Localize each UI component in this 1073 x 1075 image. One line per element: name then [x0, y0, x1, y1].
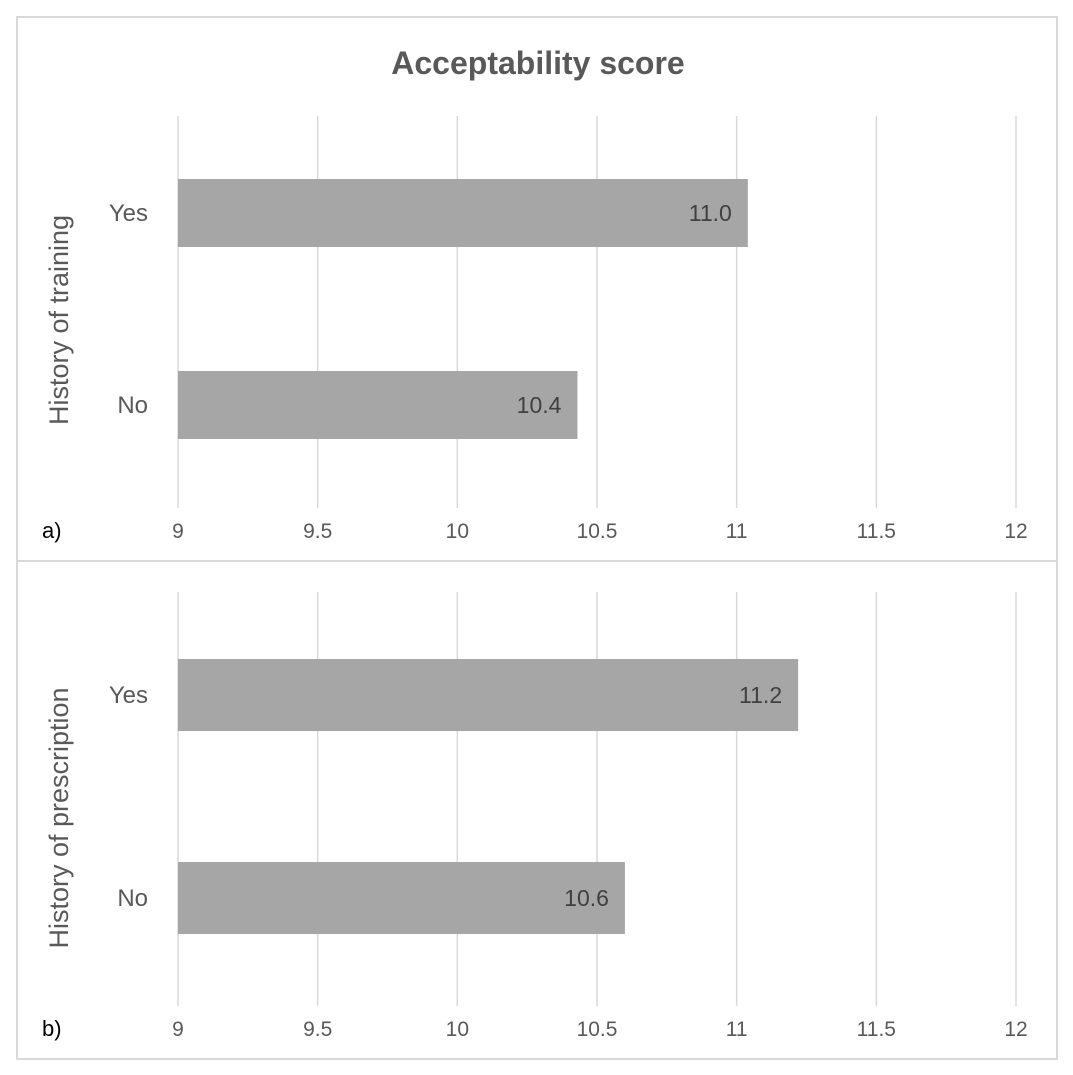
x-tick-label: 10.5	[577, 520, 618, 543]
category-label: Yes	[109, 200, 148, 227]
y-axis-label-b: History of prescription	[44, 687, 74, 948]
x-tick-label: 11.5	[857, 1018, 896, 1041]
x-tick-label: 9	[172, 520, 184, 543]
bars-a: Yes 11.0 No 10.4	[109, 179, 748, 439]
x-tick-label: 12	[1004, 520, 1027, 543]
bars-b: Yes 11.2 No 10.6	[109, 659, 799, 934]
x-tick-label: 9.5	[303, 1018, 332, 1041]
x-tick-label: 12	[1004, 1018, 1027, 1041]
x-tick-label: 11	[726, 1018, 748, 1041]
bar-no	[178, 862, 625, 934]
x-tick-label: 9.5	[303, 520, 332, 543]
category-label: No	[117, 392, 148, 419]
panel-label-a: a)	[42, 518, 62, 543]
x-tick-label: 11	[726, 520, 748, 543]
x-tick-label: 10.5	[577, 1018, 618, 1041]
bar-yes	[178, 659, 799, 731]
data-label: 10.4	[517, 392, 562, 418]
gridlines-b	[177, 592, 1017, 1006]
data-label: 11.0	[689, 200, 732, 226]
gridlines-a	[177, 116, 1017, 508]
bar-no	[178, 371, 578, 439]
chart-title: Acceptability score	[391, 45, 684, 81]
x-tick-label: 11.5	[857, 520, 896, 543]
x-tick-label: 10	[446, 520, 469, 543]
x-tick-label: 10	[446, 1018, 469, 1041]
category-label: No	[117, 885, 148, 912]
chart-b-svg: Yes 11.2 No 10.6 9 9.5 10 10.5 11 11.5 12 History…	[42, 592, 1028, 1041]
x-ticks-a: 9 9.5 10 10.5 11 11.5 12	[172, 520, 1028, 543]
panel-label-b: b)	[42, 1016, 62, 1041]
x-tick-label: 9	[172, 1018, 184, 1041]
data-label: 10.6	[564, 885, 609, 911]
y-axis-label-a: History of training	[44, 215, 74, 425]
chart-panel-b: Yes 11.2 No 10.6 9 9.5 10 10.5 11 11.5 12 History…	[16, 560, 1058, 1060]
x-ticks-b: 9 9.5 10 10.5 11 11.5 12	[172, 1018, 1028, 1041]
bar-yes	[178, 179, 748, 247]
category-label: Yes	[109, 682, 148, 709]
chart-panel-a: Acceptability score Yes 11.0 No 10.4 9 9.5 10…	[16, 16, 1058, 562]
chart-a-svg: Acceptability score Yes 11.0 No 10.4 9 9.5 10…	[42, 45, 1028, 543]
data-label: 11.2	[739, 682, 782, 708]
